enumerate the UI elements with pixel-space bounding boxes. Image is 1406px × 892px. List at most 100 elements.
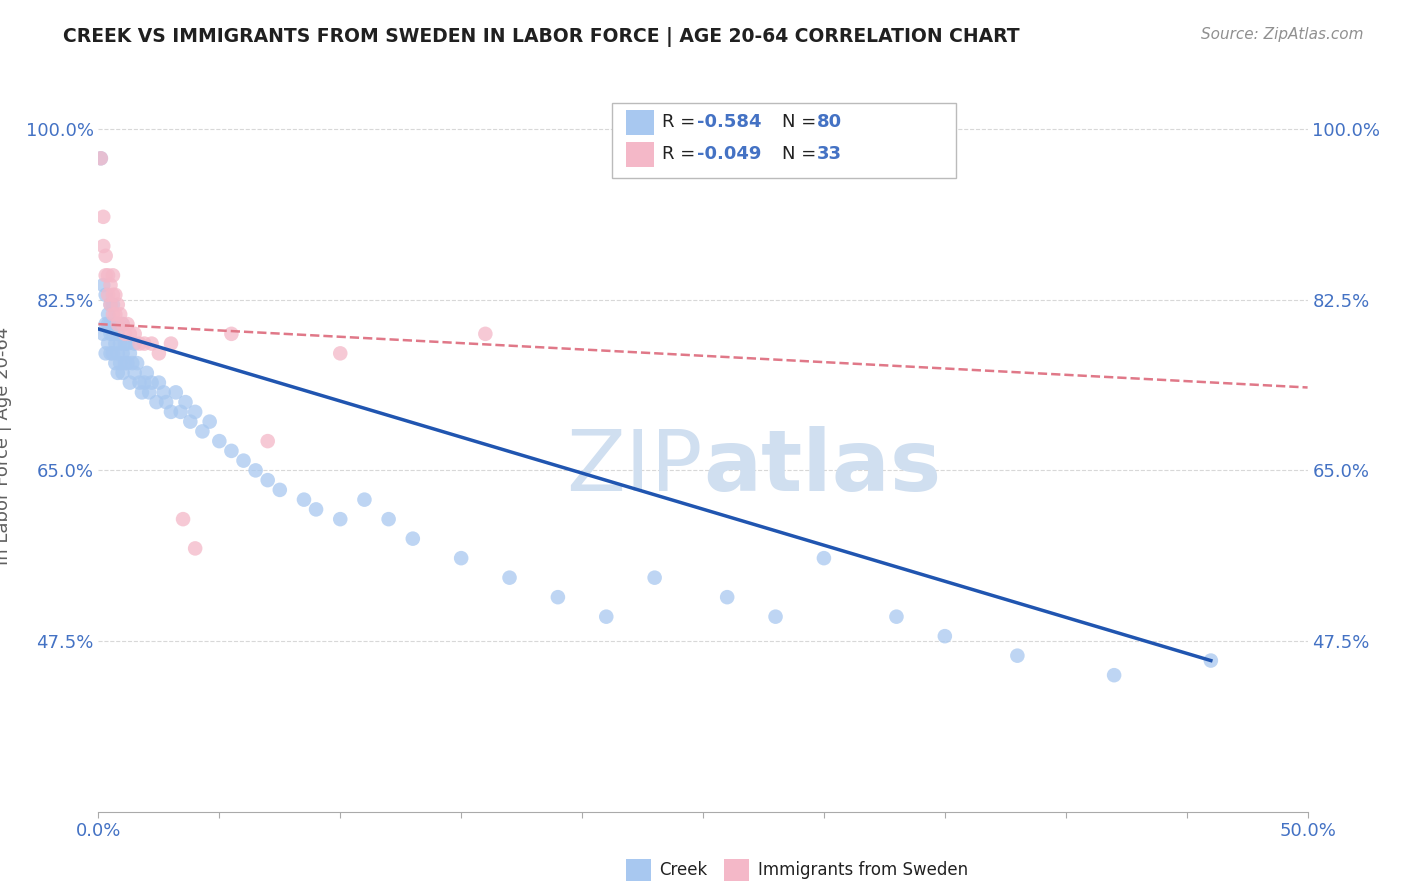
Point xyxy=(256,473,278,487)
Point xyxy=(377,512,399,526)
Point xyxy=(1102,668,1125,682)
Point xyxy=(100,297,122,311)
Text: Immigrants from Sweden: Immigrants from Sweden xyxy=(758,861,967,879)
Point xyxy=(91,210,114,224)
Point xyxy=(329,346,352,360)
Point xyxy=(104,317,127,331)
Point xyxy=(111,366,134,380)
Text: R =: R = xyxy=(662,113,702,131)
Point xyxy=(117,336,139,351)
Point xyxy=(716,590,738,604)
Point xyxy=(148,346,170,360)
Point xyxy=(104,288,127,302)
Point xyxy=(169,405,191,419)
Point xyxy=(174,395,197,409)
Point xyxy=(221,326,243,341)
Point xyxy=(101,297,124,311)
Point xyxy=(353,492,375,507)
Point xyxy=(256,434,278,449)
Point xyxy=(172,512,194,526)
Point xyxy=(107,326,129,341)
Point xyxy=(101,268,124,283)
Point xyxy=(131,385,153,400)
Text: R =: R = xyxy=(662,145,702,163)
Point xyxy=(402,532,425,546)
Point xyxy=(90,151,112,165)
Point xyxy=(595,609,617,624)
Point xyxy=(148,376,170,390)
Point xyxy=(101,288,124,302)
Point xyxy=(118,376,141,390)
Point xyxy=(114,336,136,351)
Point xyxy=(292,492,315,507)
Point xyxy=(152,385,174,400)
Point xyxy=(124,366,146,380)
Point xyxy=(94,268,117,283)
Text: -0.049: -0.049 xyxy=(697,145,762,163)
Point xyxy=(141,336,163,351)
Point xyxy=(145,395,167,409)
Point xyxy=(101,346,124,360)
Point xyxy=(100,326,122,341)
Point xyxy=(107,366,129,380)
Point xyxy=(934,629,956,643)
Point xyxy=(104,336,127,351)
Point xyxy=(118,326,141,341)
Point xyxy=(100,278,122,293)
Point xyxy=(104,307,127,321)
Point xyxy=(208,434,231,449)
Point xyxy=(644,571,666,585)
Point xyxy=(111,317,134,331)
Point xyxy=(160,405,183,419)
Point xyxy=(160,336,183,351)
Point xyxy=(94,249,117,263)
Text: 80: 80 xyxy=(817,113,842,131)
Text: atlas: atlas xyxy=(703,426,941,509)
Point xyxy=(124,326,146,341)
Point xyxy=(114,356,136,370)
Point xyxy=(91,326,114,341)
Point xyxy=(498,571,520,585)
Text: ZIP: ZIP xyxy=(567,426,703,509)
Point xyxy=(97,268,120,283)
Point xyxy=(141,376,163,390)
Point xyxy=(198,415,221,429)
Point xyxy=(100,317,122,331)
Point xyxy=(101,307,124,321)
Point xyxy=(108,307,131,321)
Point xyxy=(765,609,787,624)
Point xyxy=(117,317,139,331)
Point xyxy=(118,346,141,360)
Point xyxy=(179,415,201,429)
Point xyxy=(450,551,472,566)
Point xyxy=(269,483,291,497)
Point xyxy=(1007,648,1029,663)
Point xyxy=(100,297,122,311)
Point xyxy=(107,346,129,360)
Point xyxy=(134,376,156,390)
Point xyxy=(232,453,254,467)
Point xyxy=(128,336,150,351)
Text: N =: N = xyxy=(782,113,821,131)
Text: N =: N = xyxy=(782,145,821,163)
Point xyxy=(91,239,114,253)
Point xyxy=(165,385,187,400)
Point xyxy=(128,376,150,390)
Point xyxy=(474,326,496,341)
Point xyxy=(135,366,157,380)
Point xyxy=(1199,654,1222,668)
Point xyxy=(108,356,131,370)
Point xyxy=(94,346,117,360)
Point xyxy=(184,405,207,419)
Point xyxy=(94,317,117,331)
Point xyxy=(886,609,908,624)
Y-axis label: In Labor Force | Age 20-64: In Labor Force | Age 20-64 xyxy=(0,326,11,566)
Point xyxy=(91,278,114,293)
Point xyxy=(104,356,127,370)
Point xyxy=(813,551,835,566)
Point xyxy=(111,317,134,331)
Point xyxy=(107,317,129,331)
Point xyxy=(100,346,122,360)
Text: CREEK VS IMMIGRANTS FROM SWEDEN IN LABOR FORCE | AGE 20-64 CORRELATION CHART: CREEK VS IMMIGRANTS FROM SWEDEN IN LABOR… xyxy=(63,27,1019,46)
Point xyxy=(97,336,120,351)
